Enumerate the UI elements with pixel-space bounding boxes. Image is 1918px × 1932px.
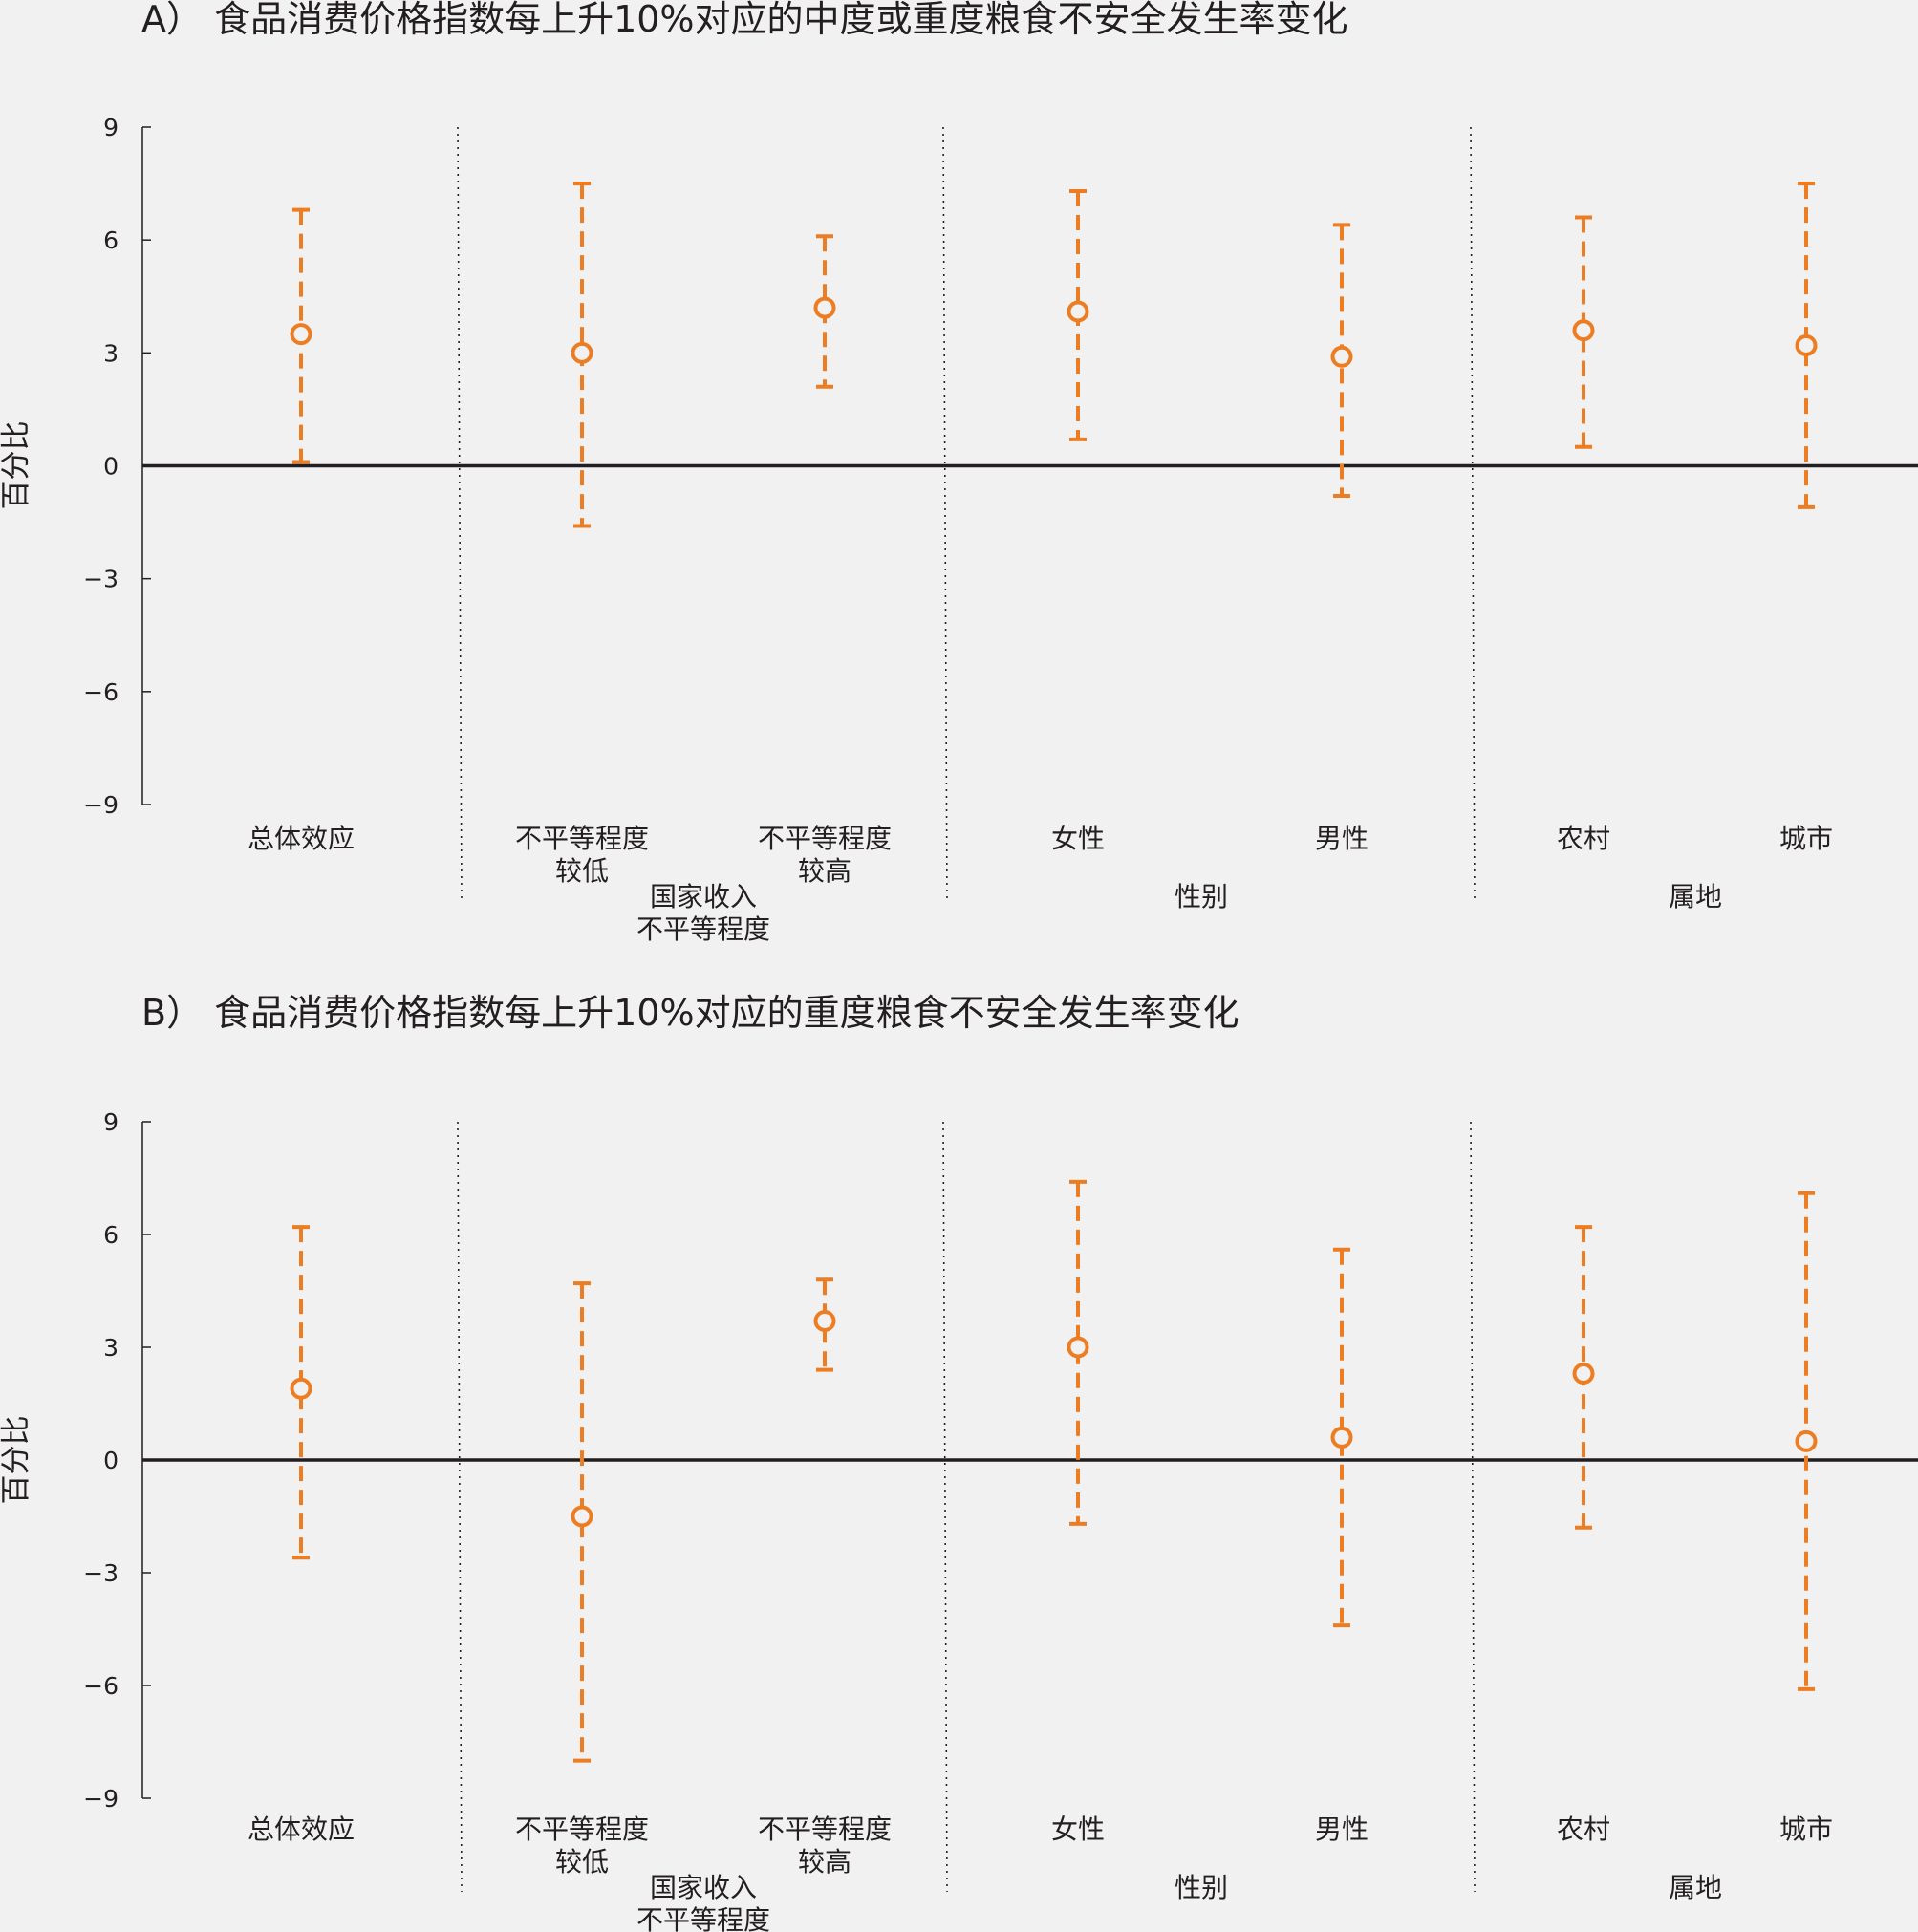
y-tick-label: −6 [83,678,119,706]
data-point [571,341,593,364]
y-tick-label: 3 [103,1334,119,1362]
group-label: 国家收入 [650,1872,757,1903]
group-divider [942,1121,948,1893]
y-axis-label: 百分比 [0,421,33,510]
group-label: 不平等程度 [636,913,770,945]
category-label: 总体效应 [248,1814,355,1845]
category-label: 较高 [798,855,851,887]
category-label: 男性 [1315,823,1368,854]
category-label: 城市 [1779,1814,1833,1845]
category-label: 总体效应 [248,823,355,854]
data-point [1330,345,1353,368]
y-tick-label: −3 [83,566,119,593]
data-point [1572,1363,1595,1385]
group-divider [1470,1121,1476,1893]
category-label: 农村 [1557,1814,1610,1845]
data-point [1330,1426,1353,1449]
data-point [1795,333,1818,356]
category-label: 不平等程度 [758,823,892,854]
category-label: 农村 [1557,823,1610,854]
group-label: 属地 [1669,1872,1722,1903]
category-label: 不平等程度 [758,1814,892,1845]
y-axis-label: 百分比 [0,1416,33,1505]
chart-title: B） 食品消费价格指数每上升10%对应的重度粮食不安全发生率变化 [141,992,1239,1034]
y-tick-label: 0 [103,453,119,481]
data-point [813,296,836,319]
data-point [290,323,312,346]
category-label: 较高 [798,1846,851,1878]
category-label: 较低 [555,855,609,887]
data-point [813,1309,836,1332]
group-divider [1470,126,1476,904]
y-tick-label: −9 [83,1785,119,1813]
category-label: 男性 [1315,1814,1368,1845]
data-point [1067,1336,1089,1359]
y-tick-label: −6 [83,1672,119,1700]
data-point [1572,319,1595,342]
y-tick-label: 6 [103,226,119,254]
category-label: 较低 [555,1846,609,1878]
data-point [1067,300,1089,323]
group-divider [457,126,463,904]
data-point [1795,1429,1818,1452]
group-label: 性别 [1175,1872,1228,1903]
group-label: 不平等程度 [636,1904,770,1932]
y-tick-label: 9 [103,114,119,141]
data-point [290,1377,312,1400]
category-label: 不平等程度 [515,823,649,854]
group-label: 性别 [1175,881,1228,912]
y-tick-label: −9 [83,791,119,819]
category-label: 女性 [1051,1814,1105,1845]
category-label: 不平等程度 [515,1814,649,1845]
group-label: 国家收入 [650,881,757,912]
y-tick-label: 0 [103,1447,119,1474]
y-tick-label: 6 [103,1221,119,1249]
chart-title: A） 食品消费价格指数每上升10%对应的中度或重度粮食不安全发生率变化 [141,0,1348,40]
group-divider [942,126,948,904]
y-tick-label: 9 [103,1108,119,1136]
category-label: 女性 [1051,823,1105,854]
category-label: 城市 [1779,823,1833,854]
data-point [571,1505,593,1528]
y-tick-label: −3 [83,1559,119,1587]
group-label: 属地 [1669,881,1722,912]
y-tick-label: 3 [103,339,119,367]
group-divider [457,1121,463,1893]
